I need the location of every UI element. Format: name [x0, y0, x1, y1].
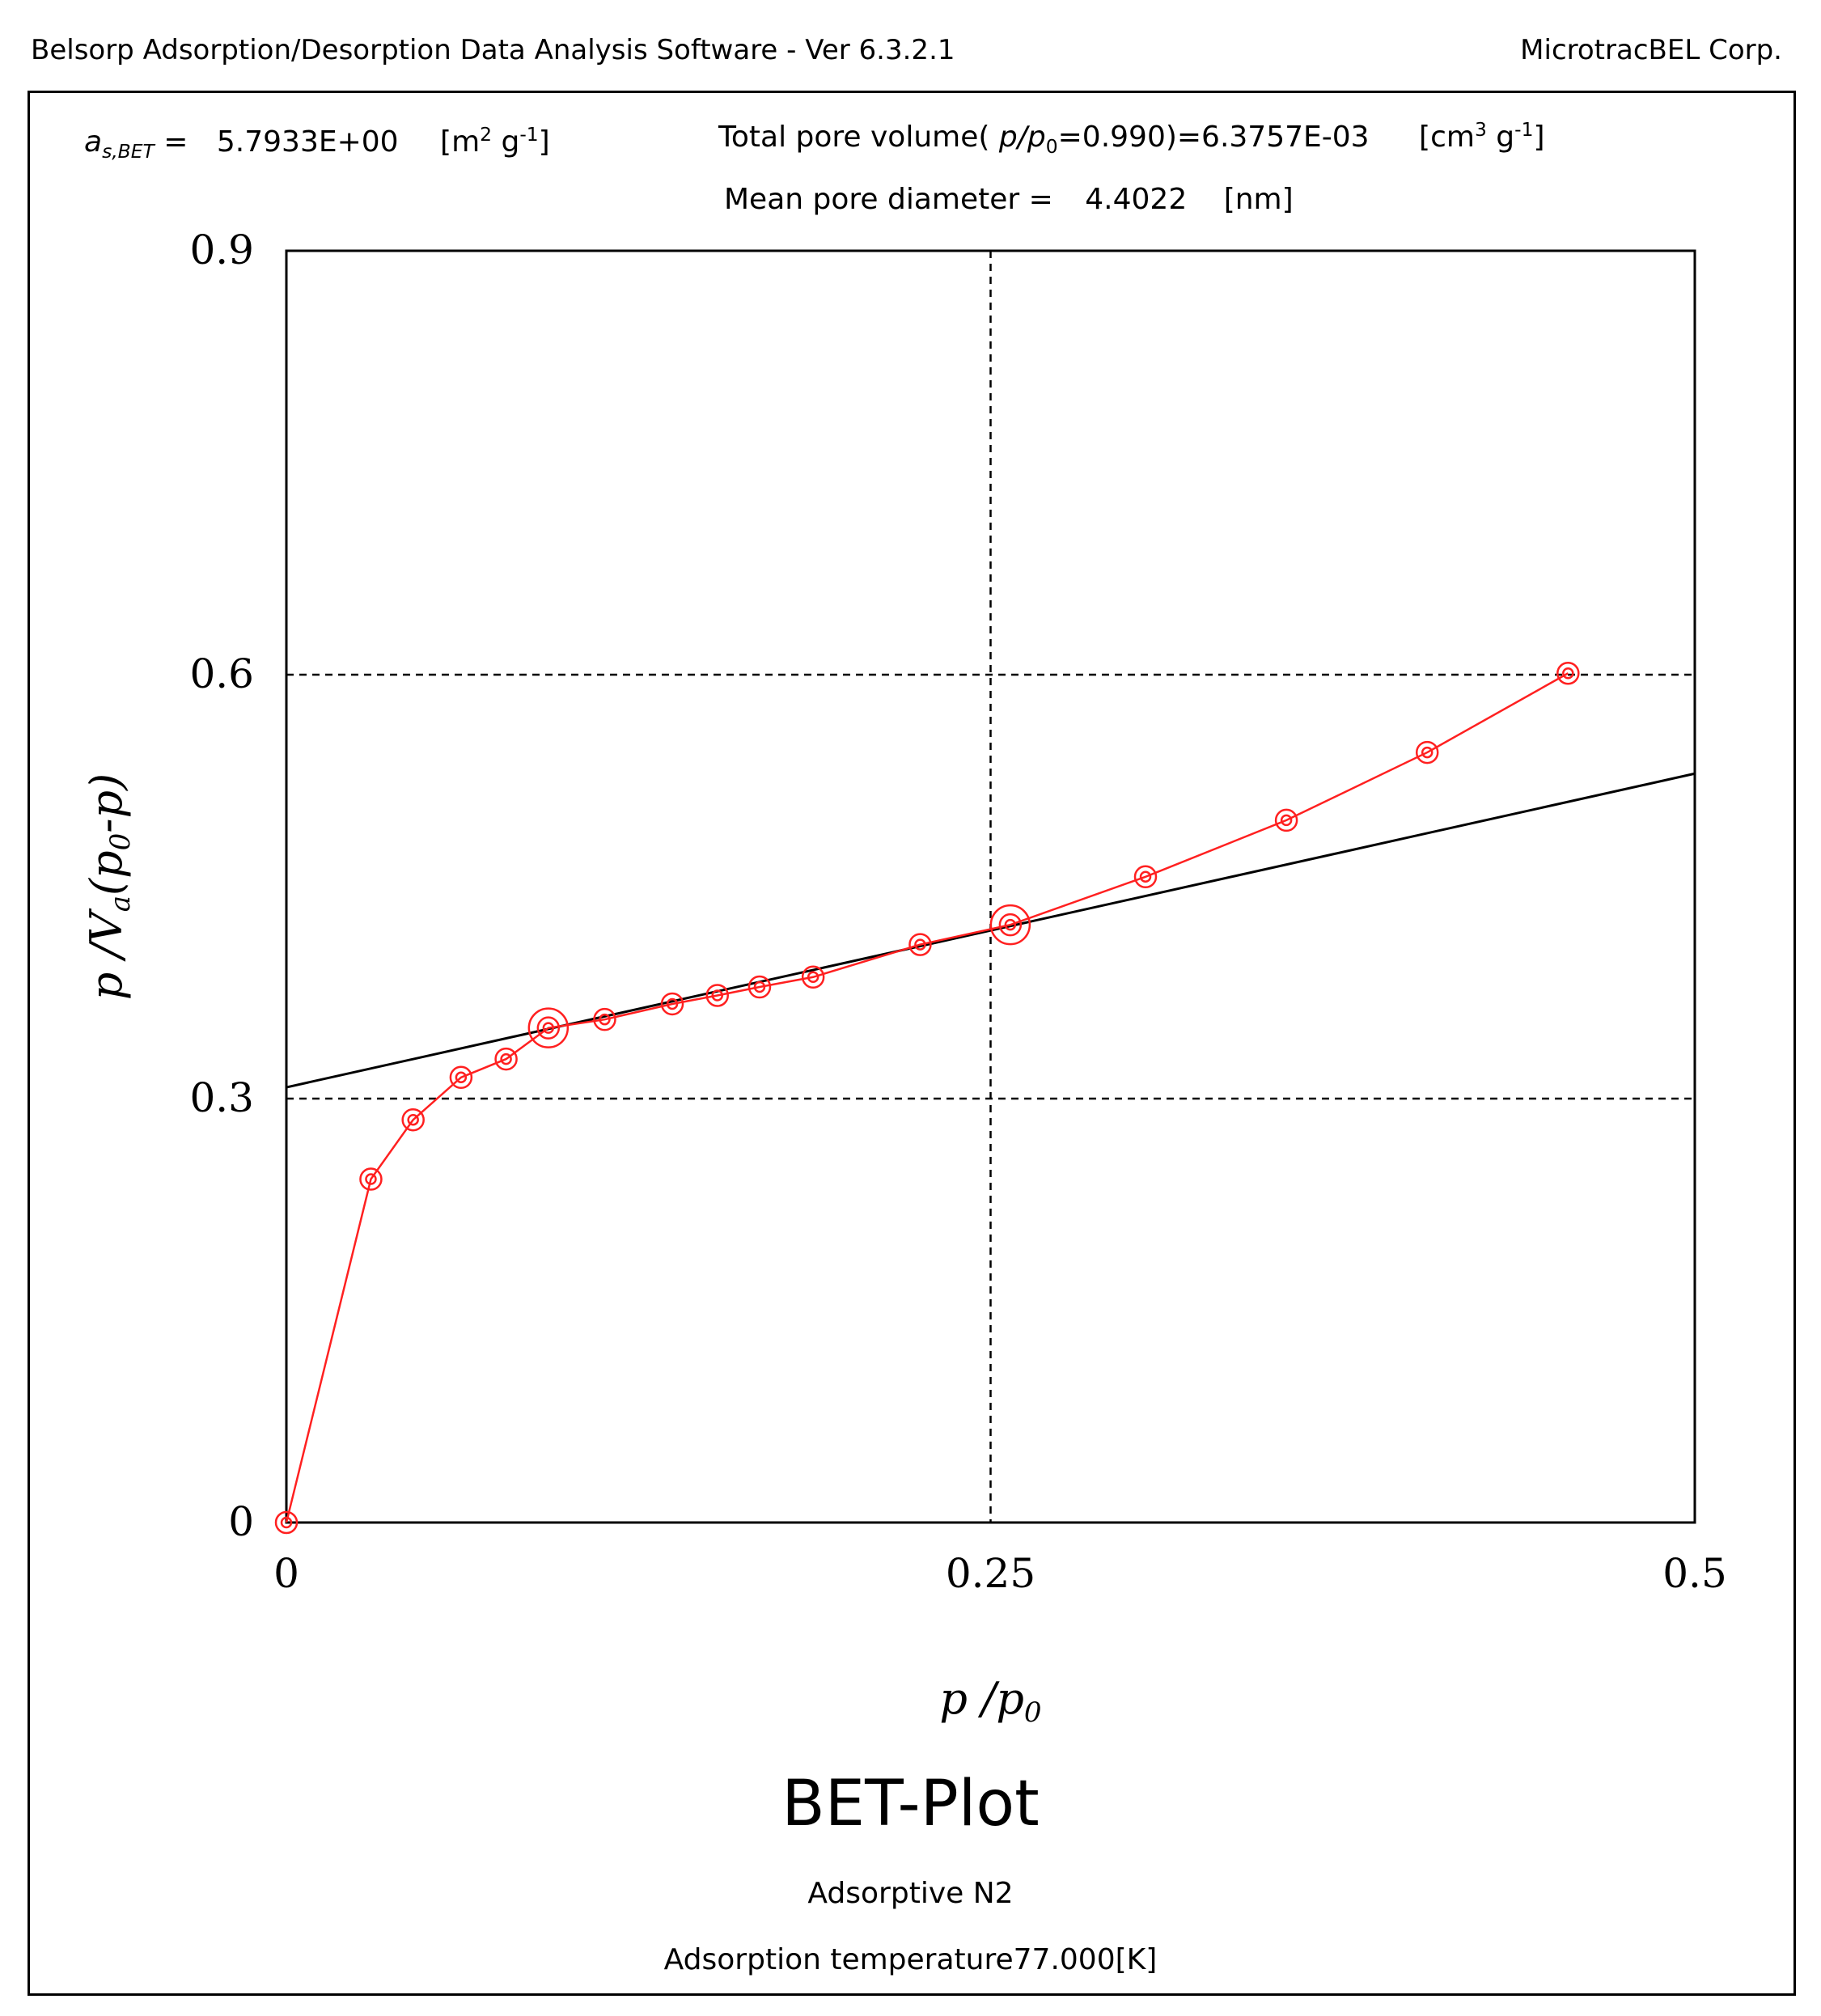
data-point-inner	[1139, 870, 1152, 883]
data-point	[1274, 808, 1298, 832]
data-point	[998, 913, 1023, 937]
y-tick-label: 0.3	[189, 1074, 254, 1121]
y-tick-label: 0.6	[189, 650, 254, 697]
specific-surface-area: as,BET = 5.7933E+00 [m2 g-1]	[84, 123, 550, 163]
bet-range-marker	[527, 1007, 570, 1048]
tpv-unit: [cm3 g-1]	[1419, 118, 1545, 154]
data-point	[908, 933, 932, 956]
data-point	[801, 965, 825, 989]
data-point-inner	[807, 971, 819, 984]
report-frame	[28, 91, 1796, 1996]
data-point-inner	[542, 1022, 555, 1034]
bet-fit-line	[286, 772, 1696, 1089]
data-point	[747, 975, 772, 999]
x-tick-label: 0.5	[1662, 1550, 1727, 1597]
data-point	[593, 1007, 616, 1031]
data-point	[449, 1065, 473, 1090]
y-axis-title: p /Va(p0-p)	[81, 773, 137, 1000]
as-bet-subscript: s,BET	[102, 140, 155, 163]
x-axis-title: p /p0	[939, 1673, 1041, 1729]
data-point-inner	[599, 1013, 611, 1026]
data-point-inner	[914, 938, 926, 951]
total-pore-volume: Total pore volume( p/p0=0.990)=6.3757E-0…	[718, 118, 1545, 159]
data-point	[494, 1047, 518, 1071]
tpv-value: =0.990)=6.3757E-03	[1057, 121, 1370, 154]
data-point-inner	[1562, 667, 1574, 680]
software-version-label: Belsorp Adsorption/Desorption Data Analy…	[31, 34, 955, 66]
bet-range-marker	[989, 904, 1031, 946]
data-point	[359, 1167, 383, 1191]
mpd-label: Mean pore diameter =	[724, 183, 1053, 216]
data-point-inner	[365, 1173, 377, 1185]
mean-pore-diameter: Mean pore diameter = 4.4022 [nm]	[724, 183, 1294, 216]
temperature-label: Adsorption temperature77.000[K]	[663, 1943, 1158, 1976]
data-point-inner	[753, 980, 766, 993]
data-point-inner	[500, 1052, 512, 1065]
data-point	[705, 984, 729, 1007]
y-tick-label: 0	[228, 1498, 254, 1545]
data-point	[1133, 865, 1158, 889]
as-bet-symbol: a	[84, 125, 103, 159]
data-point-inner	[711, 989, 723, 1002]
data-point	[274, 1510, 299, 1535]
data-point-inner	[1421, 746, 1434, 759]
data-point-inner	[1004, 918, 1017, 931]
x-tick-label: 0	[273, 1550, 299, 1597]
y-tick-label: 0.9	[189, 227, 254, 273]
data-point-inner	[280, 1516, 293, 1529]
tpv-label: Total pore volume(	[718, 121, 990, 154]
data-point	[401, 1108, 425, 1132]
data-point-inner	[455, 1071, 468, 1084]
mpd-unit: [nm]	[1223, 183, 1294, 216]
data-point-inner	[666, 997, 679, 1010]
data-point-inner	[407, 1113, 419, 1126]
data-point-inner	[1280, 814, 1293, 827]
chart-title: BET-Plot	[781, 1768, 1040, 1840]
series-line	[285, 672, 1569, 1523]
data-point	[536, 1016, 561, 1040]
x-tick-label: 0.25	[946, 1550, 1035, 1597]
data-point	[1415, 740, 1439, 764]
as-bet-unit: [m2 g-1]	[440, 123, 550, 159]
company-label: MicrotracBEL Corp.	[1520, 34, 1782, 66]
as-bet-value: 5.7933E+00	[216, 125, 399, 159]
data-point	[660, 992, 684, 1016]
adsorptive-label: Adsorptive N2	[807, 1877, 1014, 1910]
data-point	[1556, 662, 1580, 685]
as-bet-equals: =	[163, 125, 188, 159]
mpd-value: 4.4022	[1085, 183, 1188, 216]
